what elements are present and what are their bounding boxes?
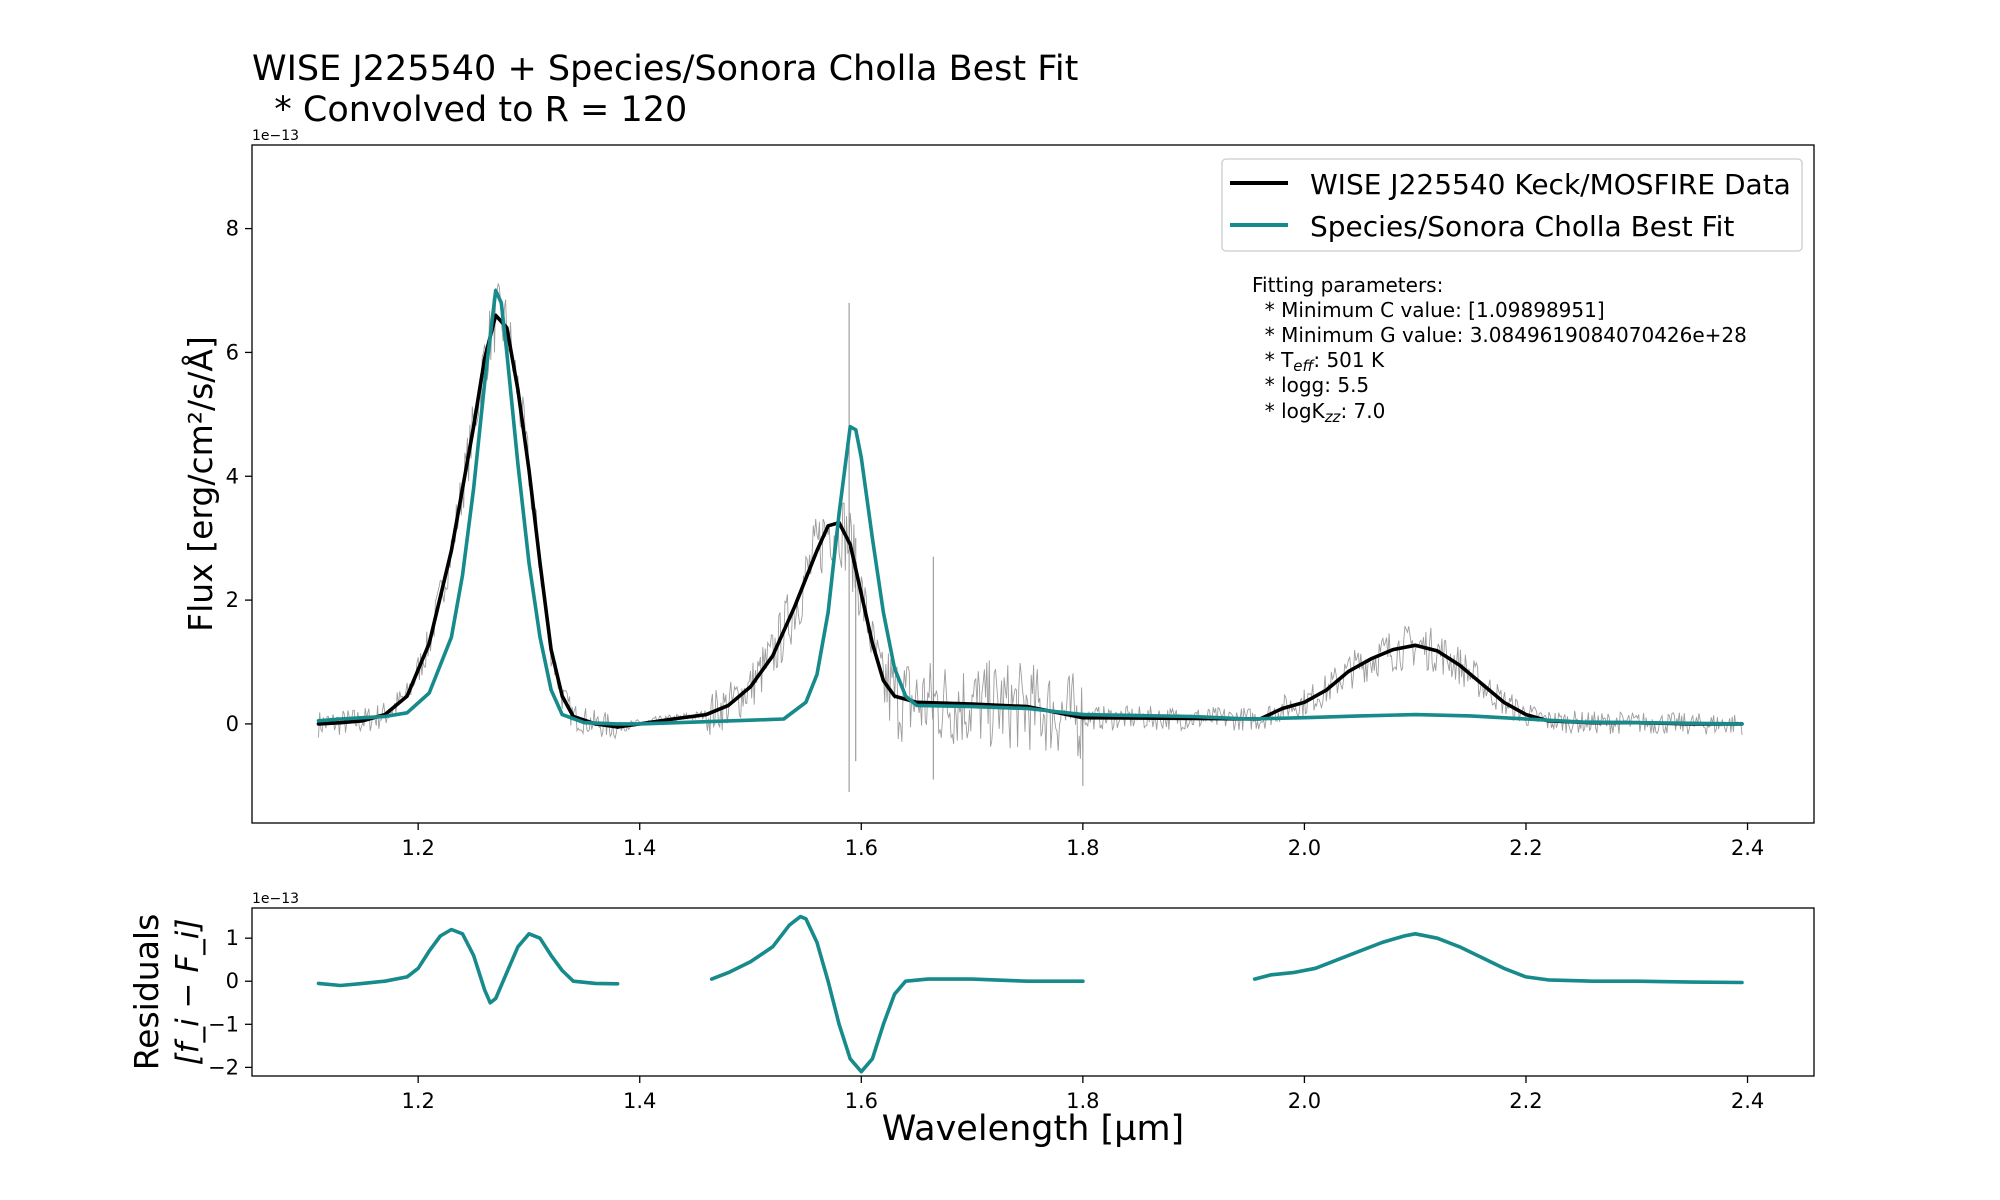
- residuals-panel: 1.2 1.4 1.6 1.8 2.0 2.2 2.4 1 0 −1 −2 1e−13 Resid…: [127, 891, 1815, 1149]
- bot-x-tick-label-3: 1.8: [1066, 1089, 1099, 1113]
- chart-subtitle: * Convolved to R = 120: [252, 90, 687, 130]
- spectrum-offset-label: 1e−13: [252, 128, 299, 144]
- spectrum-panel: 1.2 1.4 1.6 1.8 2.0 2.2 2.4 0 2 4 6 8 1e−13 Flux […: [180, 128, 1815, 860]
- spectrum-y-axis-label: Flux [erg/cm²/s/Å]: [180, 336, 220, 632]
- bot-y-tick-label-2: −1: [208, 1012, 239, 1036]
- spectrum-series: [316, 288, 1744, 729]
- x-axis-label: Wavelength [µm]: [882, 1109, 1184, 1149]
- fitting-parameters-annotation: Fitting parameters: * Minimum C value: […: [1252, 273, 1747, 426]
- top-series-line-1-seg-2: [1081, 712, 1744, 726]
- bot-x-tick-label-2: 1.6: [845, 1089, 878, 1113]
- bot-series-line-0-seg-1: [709, 914, 1085, 1074]
- bot-series-line-0-seg-2: [1252, 932, 1744, 985]
- annotation-logg: * logg: 5.5: [1252, 373, 1369, 397]
- raw-spectrum-segment-2: [1082, 625, 1743, 736]
- legend-label-model: Species/Sonora Cholla Best Fit: [1310, 210, 1734, 243]
- residuals-y-axis-label-2: [f_i − F_i]: [170, 919, 206, 1066]
- top-x-tick-label-6: 2.4: [1731, 836, 1764, 860]
- top-series-line-1-seg-0: [316, 288, 642, 726]
- top-x-tick-label-2: 1.6: [845, 836, 878, 860]
- bot-series-line-0-seg-0: [316, 927, 620, 1005]
- residuals-y-axis-label: Residuals: [127, 914, 166, 1071]
- raw-spectrum-noise: [318, 283, 1743, 793]
- annotation-header: Fitting parameters:: [1252, 273, 1443, 297]
- bot-y-tick-label-0: 1: [226, 926, 239, 950]
- bot-x-tick-label-4: 2.0: [1288, 1089, 1321, 1113]
- annotation-teff: * Teff: 501 K: [1252, 348, 1385, 375]
- top-x-tick-label-0: 1.2: [401, 836, 434, 860]
- legend: WISE J225540 Keck/MOSFIRE Data Species/S…: [1221, 158, 1803, 252]
- bot-x-tick-label-1: 1.4: [623, 1089, 656, 1113]
- chart-title: WISE J225540 + Species/Sonora Cholla Bes…: [252, 49, 1078, 89]
- bot-x-tick-label-5: 2.2: [1509, 1089, 1542, 1113]
- top-x-tick-label-4: 2.0: [1288, 836, 1321, 860]
- residuals-axes-frame: [251, 907, 1815, 1077]
- legend-label-data: WISE J225540 Keck/MOSFIRE Data: [1310, 168, 1791, 201]
- top-x-tick-label-5: 2.2: [1509, 836, 1542, 860]
- residuals-series: [316, 914, 1744, 1074]
- bot-y-tick-label-1: 0: [226, 969, 239, 993]
- annotation-c-value: * Minimum C value: [1.09898951]: [1252, 298, 1605, 322]
- residuals-y-ticks: 1 0 −1 −2: [208, 926, 252, 1079]
- top-y-tick-label-2: 4: [226, 464, 239, 488]
- annotation-kzz: * logKzz: 7.0: [1252, 399, 1385, 426]
- top-y-tick-label-1: 2: [226, 588, 239, 612]
- residuals-x-ticks: 1.2 1.4 1.6 1.8 2.0 2.2 2.4: [401, 1076, 1764, 1113]
- legend-box: [1221, 158, 1803, 252]
- residuals-offset-label: 1e−13: [252, 891, 299, 907]
- bot-x-tick-label-0: 1.2: [401, 1089, 434, 1113]
- annotation-g-value: * Minimum G value: 3.0849619084070426e+2…: [1252, 323, 1747, 347]
- spectrum-x-ticks: 1.2 1.4 1.6 1.8 2.0 2.2 2.4: [401, 823, 1764, 860]
- top-x-tick-label-1: 1.4: [623, 836, 656, 860]
- top-x-tick-label-3: 1.8: [1066, 836, 1099, 860]
- top-y-tick-label-4: 8: [226, 217, 239, 241]
- spectrum-y-ticks: 0 2 4 6 8: [226, 217, 252, 736]
- bot-x-tick-label-6: 2.4: [1731, 1089, 1764, 1113]
- top-y-tick-label-3: 6: [226, 340, 239, 364]
- top-series-line-1-seg-1: [637, 424, 1085, 726]
- top-series-line-0-seg-0: [316, 313, 620, 729]
- top-y-tick-label-0: 0: [226, 712, 239, 736]
- bot-y-tick-label-3: −2: [208, 1055, 239, 1079]
- raw-spectrum-segment-1: [617, 502, 1084, 759]
